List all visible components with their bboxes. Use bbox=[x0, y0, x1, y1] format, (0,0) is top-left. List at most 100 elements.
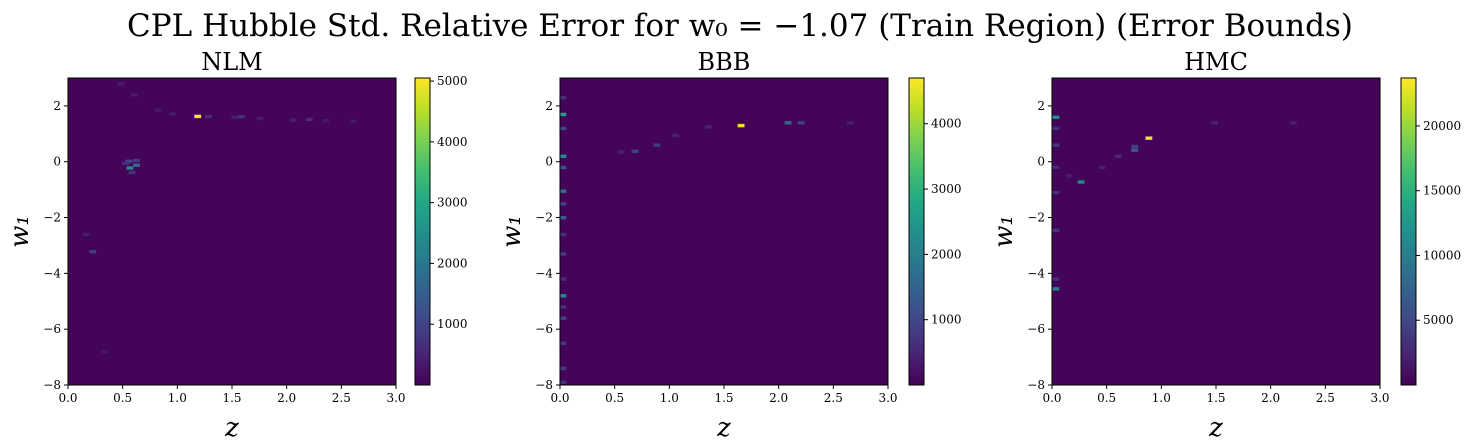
heatmap-cell bbox=[89, 250, 97, 254]
heatmap-cell bbox=[559, 112, 567, 117]
heatmap-cell bbox=[256, 116, 264, 121]
y-tick-label: 2 bbox=[53, 99, 61, 113]
colorbar-tick-label: 3000 bbox=[437, 196, 468, 210]
heatmap-cell bbox=[631, 149, 639, 153]
heatmap-cell bbox=[559, 165, 567, 170]
panel-title: BBB bbox=[698, 48, 751, 76]
heatmap-cell bbox=[847, 121, 854, 125]
x-tick-label: 2.5 bbox=[824, 391, 843, 405]
heatmap-cell bbox=[1131, 148, 1139, 152]
y-tick-label: −4 bbox=[43, 266, 61, 280]
x-axis-label: z bbox=[1208, 413, 1223, 443]
heatmap-cell bbox=[1052, 165, 1060, 170]
heatmap-cell bbox=[125, 159, 133, 164]
y-tick-label: 2 bbox=[545, 99, 553, 113]
heatmap-cell bbox=[305, 117, 313, 122]
y-tick-label: −6 bbox=[535, 322, 553, 336]
colorbar-tick-label: 1000 bbox=[437, 317, 468, 331]
x-tick-label: 2.0 bbox=[769, 391, 788, 405]
y-tick-label: −6 bbox=[1027, 322, 1045, 336]
heatmap-cell bbox=[122, 161, 129, 165]
y-tick-label: −4 bbox=[535, 266, 553, 280]
x-tick-label: 0.5 bbox=[113, 391, 132, 405]
colorbar: 1000 2000 3000 4000 bbox=[908, 77, 962, 386]
heatmap-cell bbox=[559, 216, 567, 220]
heatmap-cell bbox=[1052, 287, 1060, 291]
heatmap-cell bbox=[1052, 228, 1060, 232]
x-tick-label: 1.0 bbox=[168, 391, 187, 405]
heatmap-cell bbox=[559, 277, 567, 281]
x-tick-label: 0.0 bbox=[550, 391, 569, 405]
heatmap-cell bbox=[289, 118, 297, 122]
heatmap-cell bbox=[1114, 154, 1122, 158]
colorbar-tick-label: 4000 bbox=[437, 135, 468, 149]
x-tick-label: 0.0 bbox=[58, 391, 77, 405]
x-tick-label: 3.0 bbox=[386, 391, 405, 405]
x-tick-label: 1.5 bbox=[1206, 391, 1225, 405]
colorbar-tick-label: 5000 bbox=[1423, 313, 1454, 327]
colorbar-tick-label: 2000 bbox=[437, 256, 468, 270]
heatmap-cell bbox=[653, 143, 661, 147]
heatmap-cell bbox=[559, 380, 567, 385]
heatmap-background bbox=[68, 78, 396, 385]
x-tick-label: 0.0 bbox=[1042, 391, 1061, 405]
heatmap-cell bbox=[559, 366, 567, 371]
heatmap-cell bbox=[1052, 190, 1060, 195]
heatmap-cell bbox=[128, 170, 136, 175]
y-tick-label: 0 bbox=[545, 155, 553, 169]
heatmap-cell bbox=[117, 82, 125, 86]
y-tick-label: −2 bbox=[1027, 211, 1045, 225]
y-tick-label: 0 bbox=[1037, 155, 1045, 169]
x-tick-label: 0.5 bbox=[1097, 391, 1116, 405]
heatmap-cell bbox=[737, 123, 745, 128]
heatmap-cell bbox=[1289, 121, 1297, 125]
heatmap-cell bbox=[130, 93, 138, 97]
y-axis-label: w₁ bbox=[989, 215, 1019, 248]
heatmap-cell bbox=[784, 121, 792, 125]
heatmap-cell bbox=[205, 114, 213, 119]
x-tick-label: 0.5 bbox=[605, 391, 624, 405]
heatmap-cell bbox=[559, 232, 567, 237]
x-axis-label: z bbox=[716, 413, 731, 443]
heatmap-cell bbox=[1052, 277, 1060, 281]
heatmap-cell bbox=[1065, 174, 1073, 178]
heatmap-cell bbox=[1052, 143, 1060, 147]
y-tick-label: −4 bbox=[1027, 266, 1045, 280]
heatmap-cell bbox=[1052, 126, 1060, 131]
colorbar-tick-label: 5000 bbox=[437, 74, 468, 88]
colorbar-tick-label: 1000 bbox=[931, 313, 962, 327]
y-tick-label: −2 bbox=[43, 211, 61, 225]
heatmap-cell bbox=[559, 305, 567, 309]
heatmap-cell bbox=[797, 121, 805, 125]
heatmap-cell bbox=[169, 112, 176, 116]
x-tick-label: 1.5 bbox=[222, 391, 241, 405]
panel-hmc: HMC 0.0 0.5 1.0 1.5 2.0 2.5 3.0 z −8 −6 −4 −2 0 2 w₁ 500… bbox=[989, 48, 1461, 443]
heatmap-cell bbox=[1211, 121, 1218, 125]
y-axis-label: w₁ bbox=[497, 215, 527, 248]
heatmap-cell bbox=[559, 294, 567, 298]
y-axis-label: w₁ bbox=[5, 215, 35, 248]
heatmap-cell bbox=[194, 114, 202, 119]
heatmap-cell bbox=[231, 115, 239, 119]
y-tick-label: −2 bbox=[535, 211, 553, 225]
heatmap-cell bbox=[559, 252, 567, 256]
x-tick-label: 3.0 bbox=[1370, 391, 1389, 405]
colorbar-tick-label: 2000 bbox=[931, 247, 962, 261]
colorbar-tick-label: 4000 bbox=[931, 117, 962, 131]
heatmap-cell bbox=[322, 118, 330, 123]
colorbar-tick-label: 15000 bbox=[1423, 184, 1461, 198]
y-tick-label: 0 bbox=[53, 155, 61, 169]
heatmap-background bbox=[560, 78, 888, 385]
heatmap-cell bbox=[559, 316, 567, 320]
heatmap-cell bbox=[126, 166, 134, 170]
x-tick-label: 3.0 bbox=[878, 391, 897, 405]
heatmap-cell bbox=[617, 150, 625, 154]
heatmap-cell bbox=[1145, 136, 1153, 140]
heatmap-cell bbox=[559, 341, 567, 345]
colorbar-tick-label: 10000 bbox=[1423, 248, 1461, 262]
panel-title: HMC bbox=[1184, 48, 1248, 76]
x-tick-label: 1.0 bbox=[1152, 391, 1171, 405]
heatmap-cell bbox=[559, 126, 567, 131]
heatmap-background bbox=[1052, 78, 1380, 385]
heatmap-cell bbox=[704, 125, 712, 129]
